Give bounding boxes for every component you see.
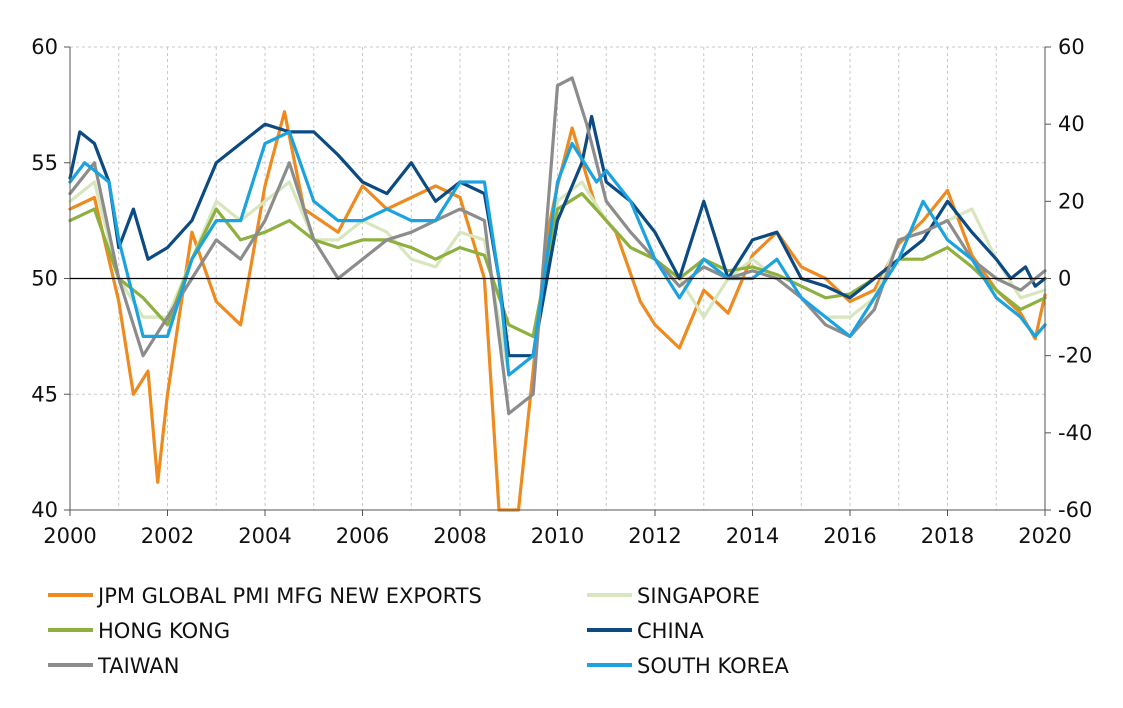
legend-label: TAIWAN: [97, 654, 179, 678]
y-tick-label-right: 20: [1058, 189, 1085, 213]
x-tick-label: 2004: [238, 524, 291, 548]
grid: [70, 46, 1045, 511]
y-tick-label-right: -40: [1058, 421, 1092, 445]
y-tick-label-left: 50: [31, 267, 58, 291]
x-tick-label: 2012: [628, 524, 681, 548]
legend: JPM GLOBAL PMI MFG NEW EXPORTS SINGAPORE H…: [48, 584, 790, 678]
y-tick-label-right: -20: [1058, 344, 1092, 368]
y-tick-label-right: 0: [1058, 267, 1071, 291]
x-tick-label: 2002: [141, 524, 194, 548]
legend-label: SOUTH KOREA: [637, 654, 790, 678]
x-tick-label: 2016: [823, 524, 876, 548]
x-tick-label: 2018: [921, 524, 974, 548]
legend-label: SINGAPORE: [637, 584, 760, 608]
series-layer: [68, 76, 1047, 512]
legend-label: HONG KONG: [98, 619, 230, 643]
legend-label: CHINA: [637, 619, 704, 643]
y-tick-label-right: 60: [1058, 35, 1085, 59]
x-tick-label: 2020: [1018, 524, 1071, 548]
x-tick-label: 2008: [433, 524, 486, 548]
x-tick-label: 2000: [43, 524, 96, 548]
y-tick-label-left: 45: [31, 382, 58, 406]
x-tick-label: 2014: [726, 524, 779, 548]
series-line-taiwan: [68, 76, 1047, 416]
x-tick-label: 2010: [531, 524, 584, 548]
y-tick-label-left: 40: [31, 498, 58, 522]
y-tick-label-left: 60: [31, 35, 58, 59]
y-tick-label-right: -60: [1058, 498, 1092, 522]
y-tick-label-right: 40: [1058, 112, 1085, 136]
series-line-china: [68, 114, 1047, 358]
axes: 40 45 50 55 60 -60 -40 -20 0 20 40 60 2000 2002 2004 20…: [31, 35, 1092, 548]
y-tick-label-left: 55: [31, 151, 58, 175]
x-tick-label: 2006: [336, 524, 389, 548]
legend-label: JPM GLOBAL PMI MFG NEW EXPORTS: [96, 584, 482, 608]
series-line-south-korea: [68, 130, 1047, 377]
